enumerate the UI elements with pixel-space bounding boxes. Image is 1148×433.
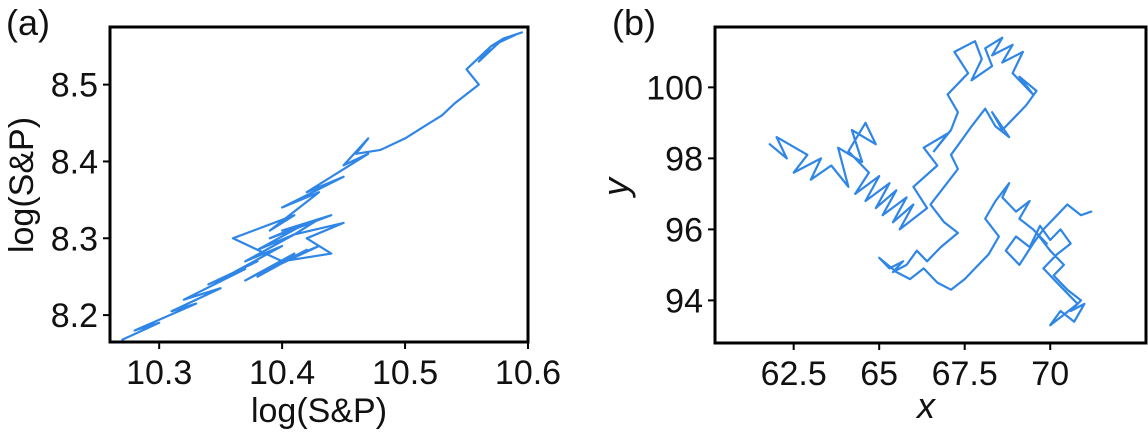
- x-axis-title-a: log(S&P): [251, 392, 387, 430]
- y-tick-label-b-3: 100: [646, 69, 703, 107]
- plot-a: 10.3 10.4 10.5 10.6 8.2 8.3 8.4 8.5: [51, 31, 561, 392]
- y-tick-label-a-3: 8.5: [51, 67, 98, 105]
- y-tick-label-a-0: 8.2: [51, 297, 98, 335]
- plot-b-frame: [713, 25, 1148, 345]
- panel-a-label: (a): [6, 2, 50, 43]
- x-tick-label-a-2: 10.5: [372, 354, 438, 392]
- y-tick-label-a-1: 8.3: [51, 220, 98, 258]
- x-tick-label-b-1: 65: [860, 355, 898, 393]
- x-tick-label-b-2: 67.5: [932, 355, 998, 393]
- x-tick-label-b-3: 70: [1031, 355, 1069, 393]
- y-tick-label-b-0: 94: [665, 282, 703, 320]
- x-tick-label-b-0: 62.5: [761, 355, 827, 393]
- y-axis-title-a: log(S&P): [3, 117, 41, 253]
- x-axis-title-b: x: [915, 385, 937, 426]
- panel-b: (b) 62.5 65 67.5 70 94 96 98 100 x y: [595, 2, 1148, 426]
- y-axis-title-b: y: [595, 176, 636, 199]
- series-line-b-0: [768, 36, 1093, 327]
- series-line-a-0: [121, 31, 524, 341]
- panel-b-label: (b): [612, 2, 656, 43]
- x-tick-label-a-3: 10.6: [495, 354, 561, 392]
- x-tick-label-a-1: 10.4: [249, 354, 315, 392]
- plot-b: 62.5 65 67.5 70 94 96 98 100: [646, 36, 1093, 393]
- y-tick-label-a-2: 8.4: [51, 143, 98, 181]
- y-tick-label-b-1: 96: [665, 211, 703, 249]
- x-tick-label-a-0: 10.3: [126, 354, 192, 392]
- panel-a: (a) 10.3 10.4 10.5 10.6 8.2 8.3 8.4 8.5 log(S&P…: [3, 2, 561, 430]
- y-tick-label-b-2: 98: [665, 140, 703, 178]
- plot-a-frame: [108, 25, 530, 344]
